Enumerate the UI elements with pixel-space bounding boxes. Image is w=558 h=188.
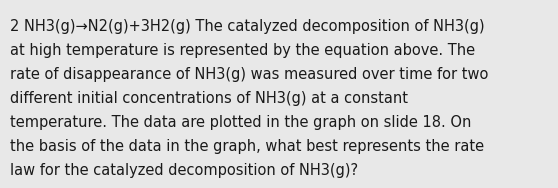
Text: rate of disappearance of NH3(g) was measured over time for two: rate of disappearance of NH3(g) was meas… xyxy=(10,67,488,82)
Text: law for the catalyzed decomposition of NH3(g)?: law for the catalyzed decomposition of N… xyxy=(10,163,358,178)
Text: different initial concentrations of NH3(g) at a constant: different initial concentrations of NH3(… xyxy=(10,91,408,106)
Text: 2 NH3(g)→N2(g)+3H2(g) The catalyzed decomposition of NH3(g): 2 NH3(g)→N2(g)+3H2(g) The catalyzed deco… xyxy=(10,19,485,34)
Text: the basis of the data in the graph, what best represents the rate: the basis of the data in the graph, what… xyxy=(10,139,484,154)
Text: temperature. The data are plotted in the graph on slide 18. On: temperature. The data are plotted in the… xyxy=(10,115,472,130)
Text: at high temperature is represented by the equation above. The: at high temperature is represented by th… xyxy=(10,43,475,58)
